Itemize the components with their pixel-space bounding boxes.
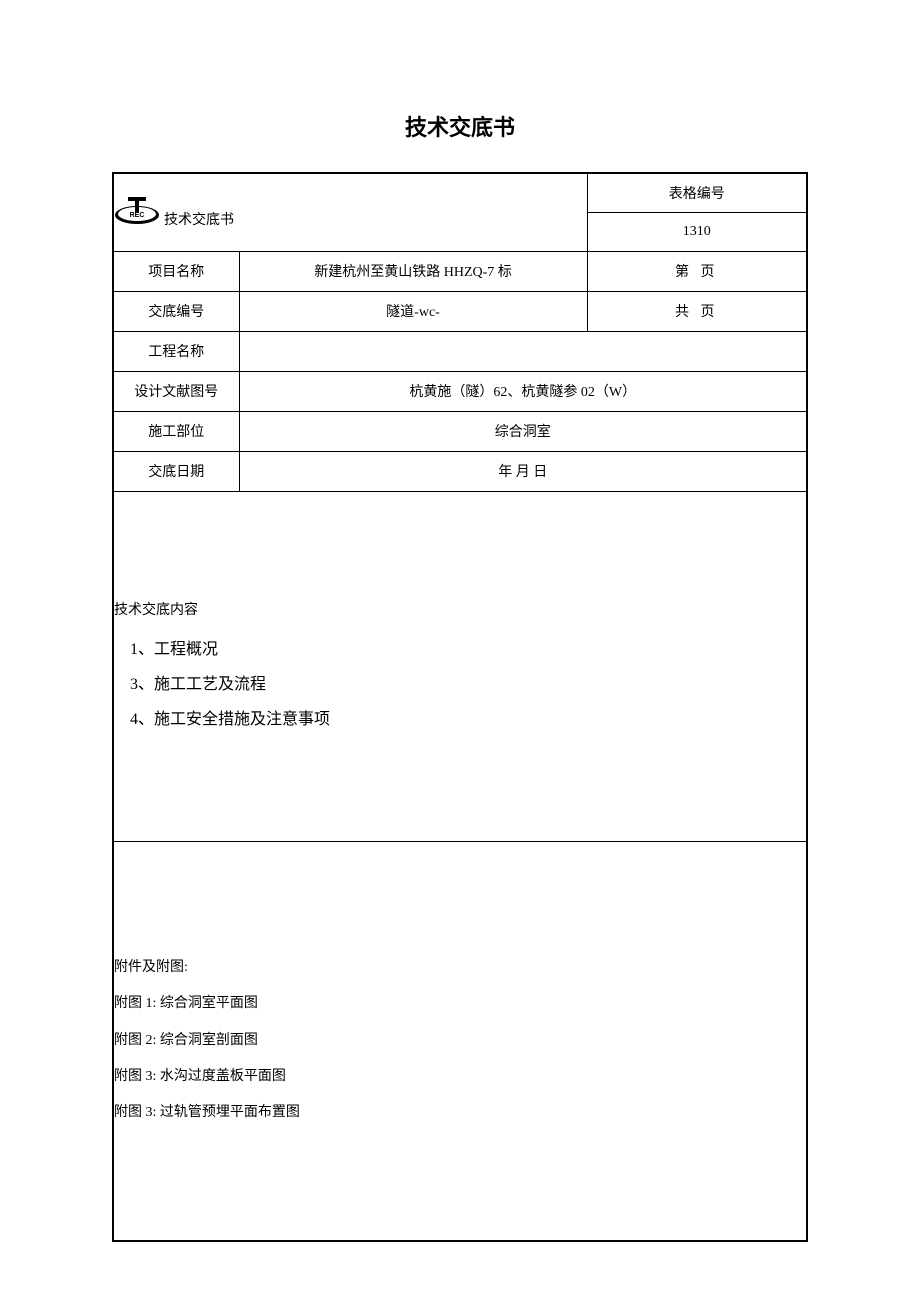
content-heading: 技术交底内容 [114,594,806,628]
construction-part-label: 施工部位 [113,411,239,451]
design-doc-value: 杭黄施（隧）62、杭黄隧参 02（W） [239,371,807,411]
attachment-item: 附图 3: 水沟过度盖板平面图 [114,1059,806,1095]
content-cell: 技术交底内容 1、工程概况 3、施工工艺及流程 4、施工安全措施及注意事项 [113,491,807,841]
attachment-item: 附图 3: 过轨管预埋平面布置图 [114,1095,806,1131]
project-name-label: 项目名称 [113,251,239,291]
attachments-heading: 附件及附图: [114,950,806,986]
content-items: 1、工程概况 3、施工工艺及流程 4、施工安全措施及注意事项 [114,632,806,738]
attachment-item: 附图 2: 综合洞室剖面图 [114,1023,806,1059]
project-title-label: 工程名称 [113,331,239,371]
company-logo-icon: REC [114,195,160,230]
attachments-cell: 附件及附图: 附图 1: 综合洞室平面图 附图 2: 综合洞室剖面图 附图 3:… [113,841,807,1241]
header-sub-label: 技术交底书 [164,195,234,229]
disclosure-number-label: 交底编号 [113,291,239,331]
total-pages-label: 共 页 [587,291,807,331]
table-number-label: 表格编号 [587,173,807,212]
project-title-value [239,331,807,371]
attachment-item: 附图 1: 综合洞室平面图 [114,986,806,1022]
disclosure-date-value: 年 月 日 [239,451,807,491]
disclosure-number-value: 隧道-wc- [239,291,587,331]
design-doc-label: 设计文献图号 [113,371,239,411]
header-logo-cell: REC 技术交底书 [113,173,587,251]
page-number-label: 第 页 [587,251,807,291]
page-title: 技术交底书 [112,110,808,142]
disclosure-date-label: 交底日期 [113,451,239,491]
content-item: 3、施工工艺及流程 [130,667,806,702]
svg-text:REC: REC [130,212,145,219]
project-name-value: 新建杭州至黄山铁路 HHZQ-7 标 [239,251,587,291]
content-item: 4、施工安全措施及注意事项 [130,702,806,737]
disclosure-table: REC 技术交底书 表格编号 1310 项目名称 新建杭州至黄山铁路 HHZQ-… [112,172,808,1242]
table-number-value: 1310 [587,212,807,251]
content-item: 1、工程概况 [130,632,806,667]
construction-part-value: 综合洞室 [239,411,807,451]
